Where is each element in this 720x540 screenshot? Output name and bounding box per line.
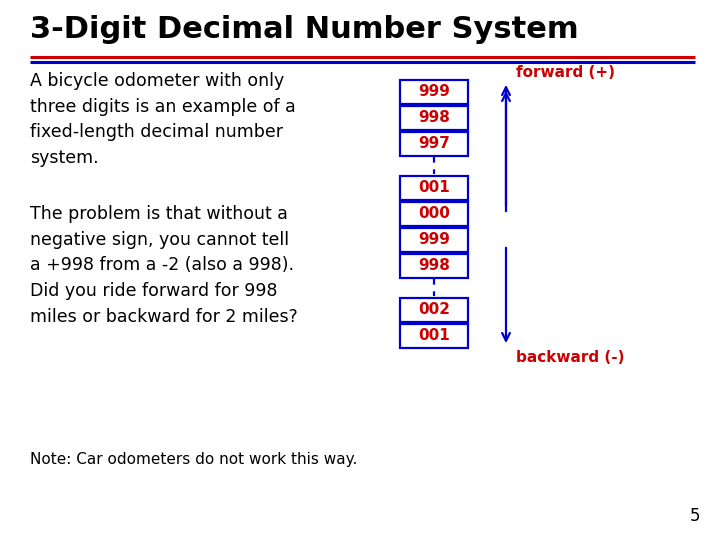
FancyBboxPatch shape — [400, 228, 468, 252]
FancyBboxPatch shape — [400, 176, 468, 200]
Text: 000: 000 — [418, 206, 450, 221]
Text: 3-Digit Decimal Number System: 3-Digit Decimal Number System — [30, 15, 579, 44]
Text: 002: 002 — [418, 302, 450, 318]
Text: 999: 999 — [418, 84, 450, 99]
Text: The problem is that without a
negative sign, you cannot tell
a +998 from a -2 (a: The problem is that without a negative s… — [30, 205, 298, 326]
FancyBboxPatch shape — [400, 106, 468, 130]
FancyBboxPatch shape — [400, 324, 468, 348]
Text: backward (-): backward (-) — [516, 350, 624, 365]
Text: 001: 001 — [418, 328, 450, 343]
Text: 5: 5 — [690, 507, 700, 525]
Text: 999: 999 — [418, 233, 450, 247]
FancyBboxPatch shape — [400, 132, 468, 156]
FancyBboxPatch shape — [400, 80, 468, 104]
FancyBboxPatch shape — [400, 254, 468, 278]
Text: 998: 998 — [418, 259, 450, 273]
Text: Note: Car odometers do not work this way.: Note: Car odometers do not work this way… — [30, 452, 357, 467]
Text: 998: 998 — [418, 111, 450, 125]
Text: A bicycle odometer with only
three digits is an example of a
fixed-length decima: A bicycle odometer with only three digit… — [30, 72, 296, 167]
FancyBboxPatch shape — [400, 202, 468, 226]
Text: 001: 001 — [418, 180, 450, 195]
Text: 997: 997 — [418, 137, 450, 152]
FancyBboxPatch shape — [400, 298, 468, 322]
Text: forward (+): forward (+) — [516, 65, 615, 80]
